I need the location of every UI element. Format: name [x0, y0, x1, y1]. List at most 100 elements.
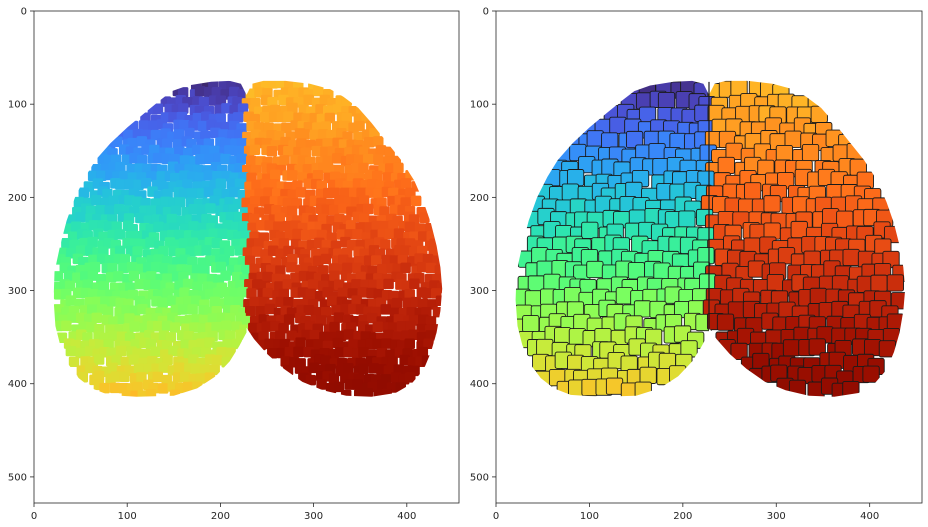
parcel-cell	[283, 111, 294, 123]
parcel-cell	[870, 274, 888, 292]
parcel-cell	[210, 127, 221, 139]
parcel-cell	[275, 265, 286, 276]
parcel-cell	[393, 364, 405, 375]
parcel-cell	[190, 363, 202, 374]
parcel-cell	[182, 278, 194, 290]
parcel-cell	[276, 347, 288, 359]
y-tick-label: 0	[483, 7, 489, 18]
parcel-cell	[358, 347, 369, 358]
y-tick-label: 400	[8, 379, 27, 390]
parcel-cell	[149, 144, 160, 156]
parcel-cell	[396, 321, 408, 332]
parcel-cell	[249, 263, 260, 275]
parcel-cell	[522, 315, 540, 333]
x-tick-label: 400	[397, 511, 416, 522]
parcel-cell	[182, 381, 194, 393]
parcel-cell	[324, 112, 336, 124]
parcel-cell	[220, 153, 231, 165]
parcel-cell	[326, 295, 338, 307]
parcel-cell	[211, 355, 223, 366]
parcel-cell	[309, 129, 321, 141]
parcel-cell	[244, 278, 255, 290]
parcel-cell	[168, 345, 179, 357]
parcel-cell	[114, 245, 126, 257]
parcel-cell	[158, 362, 170, 373]
parcel-cell	[391, 297, 403, 309]
parcel-cell	[72, 272, 83, 283]
parcel-cell	[104, 205, 116, 217]
parcel-cell	[153, 321, 164, 332]
parcel-cell	[255, 306, 266, 317]
parcel-cell	[331, 153, 343, 164]
parcel-cell	[126, 262, 138, 273]
parcel-cell	[410, 195, 422, 207]
parcel-cell	[107, 362, 118, 374]
parcel-cell	[333, 279, 345, 291]
parcel-cell	[242, 247, 254, 258]
parcel-cell	[380, 304, 391, 315]
parcel-cell	[393, 228, 405, 239]
parcel-cell	[284, 346, 296, 358]
parcel-cell	[414, 253, 425, 264]
parcel-cell	[341, 112, 353, 124]
parcel-cell	[338, 203, 349, 214]
parcel-cell	[343, 329, 355, 340]
parcel-cell	[678, 210, 696, 228]
parcel-cell	[224, 245, 235, 257]
parcel-cell	[287, 102, 298, 114]
x-tick-label: 200	[211, 511, 230, 522]
parcel-cell	[187, 304, 198, 315]
parcel-cell	[362, 388, 373, 399]
parcel-cell	[300, 147, 311, 158]
parcel-cell	[586, 260, 604, 279]
parcel-cell	[150, 261, 162, 273]
parcel-cell	[543, 273, 561, 291]
parcel-cell	[717, 156, 735, 175]
parcel-cell	[224, 330, 236, 341]
axes-frame	[33, 10, 460, 504]
parcel-cell	[91, 194, 102, 206]
parcel-cell	[275, 248, 286, 260]
parcel-cell	[308, 362, 320, 374]
parcel-cell	[354, 120, 365, 132]
parcel-cell	[124, 313, 135, 324]
parcel-cell	[377, 263, 388, 275]
parcel-cell	[177, 304, 189, 315]
parcel-cell	[400, 178, 412, 189]
parcel-cell	[203, 186, 215, 198]
parcel-cell	[566, 169, 585, 187]
parcel-cell	[657, 92, 676, 110]
parcel-cell	[153, 221, 164, 233]
parcel-cell	[388, 220, 399, 231]
parcel-cell	[563, 286, 582, 305]
parcel-cell	[63, 270, 75, 282]
parcel-cell	[264, 220, 275, 231]
parcel-cell	[96, 253, 108, 265]
parcel-cell	[836, 210, 854, 228]
parcel-cell	[408, 329, 419, 340]
parcel-cell	[425, 316, 437, 327]
parcel-cell	[402, 297, 414, 309]
parcel-cell	[162, 138, 173, 149]
parcel-cell	[159, 263, 170, 274]
parcel-cell	[639, 366, 657, 384]
parcel-cell	[215, 178, 227, 189]
parcel-cell	[400, 245, 412, 256]
parcel-cell	[65, 295, 77, 306]
parcel-cell	[260, 112, 271, 123]
parcel-cell	[886, 274, 904, 292]
parcel-cell	[313, 85, 324, 97]
parcel-cell	[241, 264, 252, 276]
y-tick-label: 400	[470, 379, 489, 390]
parcel-cell	[95, 204, 106, 216]
parcel-cell	[358, 213, 370, 224]
parcel-cell	[179, 287, 190, 298]
parcel-cell	[204, 153, 215, 165]
parcel-cell	[293, 346, 304, 358]
parcel-cell	[152, 152, 164, 164]
parcel-cell	[358, 195, 370, 206]
parcel-cell	[288, 87, 299, 98]
parcel-cell	[373, 288, 385, 300]
parcel-cell	[697, 247, 715, 265]
parcel-cell	[423, 338, 434, 349]
